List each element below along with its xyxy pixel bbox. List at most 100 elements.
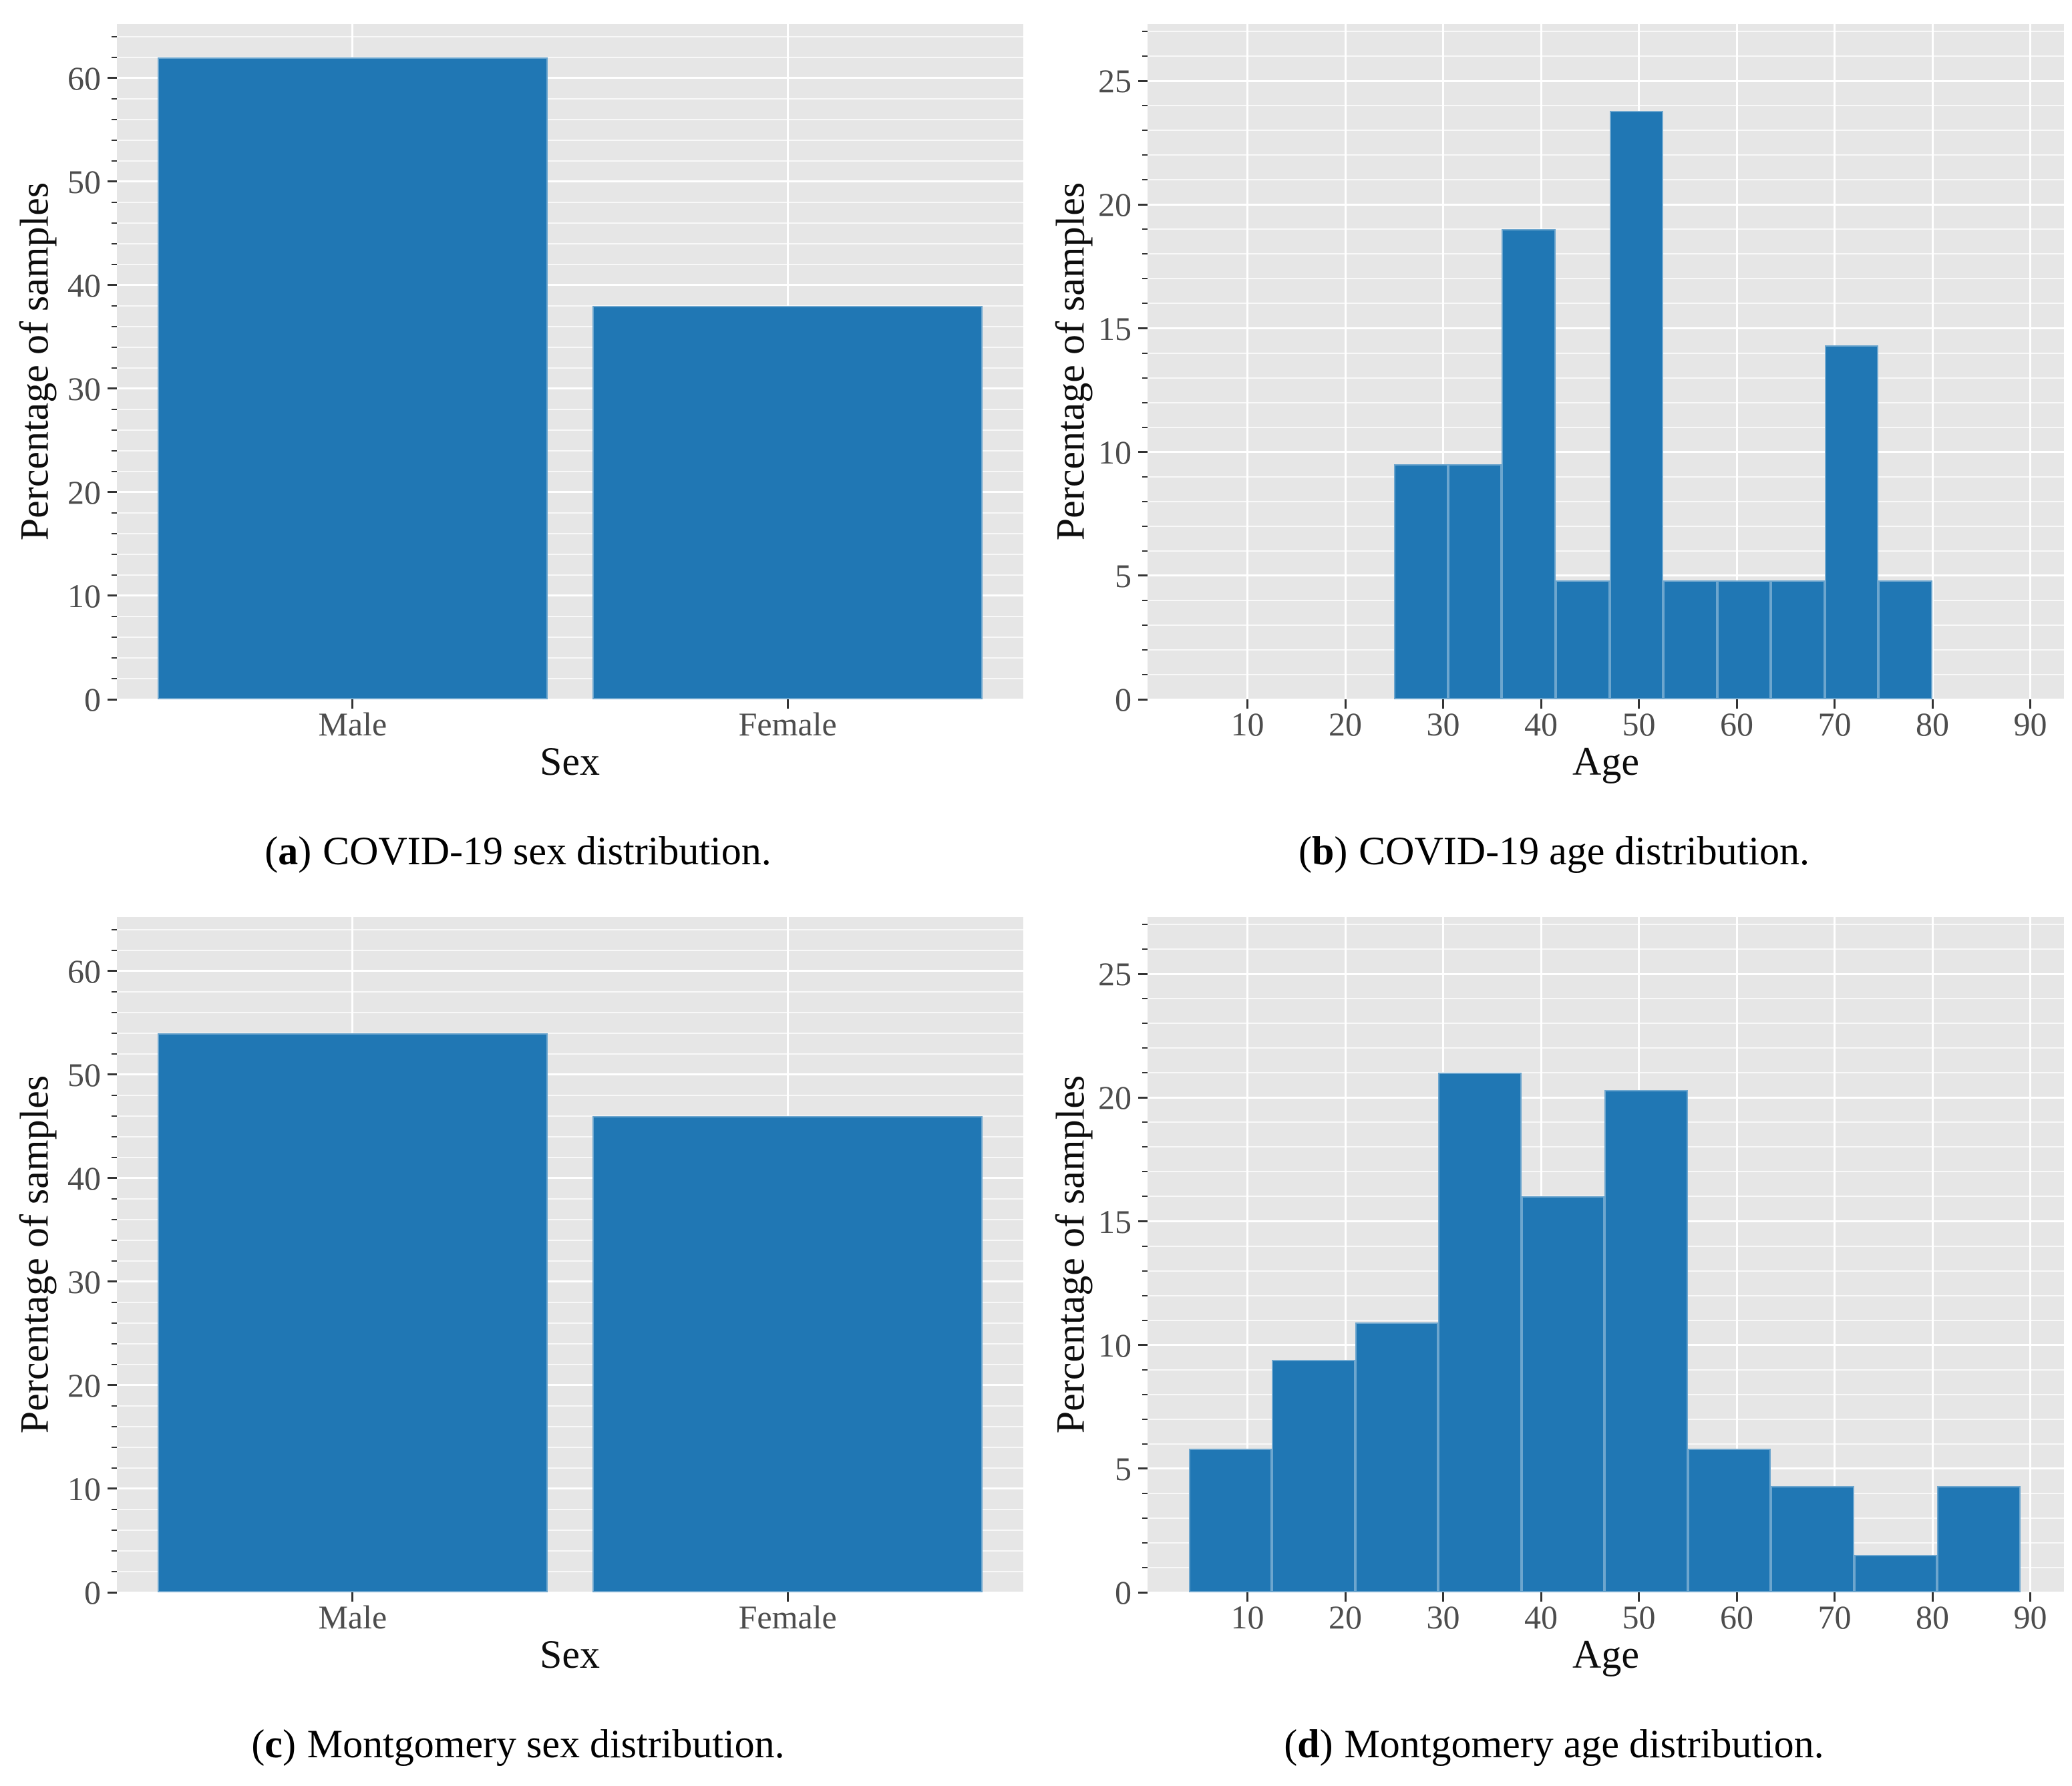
y-minor-tick-mark	[112, 657, 117, 659]
y-tick-mark	[1138, 204, 1148, 206]
major-gridline-vertical	[1246, 24, 1248, 699]
y-minor-tick-mark	[1142, 1443, 1148, 1445]
y-minor-tick-mark	[112, 264, 117, 265]
y-minor-tick-mark	[112, 160, 117, 162]
y-minor-tick-mark	[1142, 377, 1148, 379]
y-tick-label: 60	[0, 59, 101, 97]
histogram-bin	[1854, 1555, 1938, 1592]
minor-gridline	[117, 929, 1023, 930]
y-tick-mark	[108, 1177, 117, 1179]
minor-gridline	[1148, 31, 2064, 32]
histogram-bin	[1937, 1486, 2021, 1592]
y-minor-tick-mark	[112, 471, 117, 472]
y-minor-tick-mark	[112, 554, 117, 555]
minor-gridline	[1148, 402, 2064, 403]
histogram-bin	[1610, 111, 1664, 699]
y-minor-tick-mark	[112, 409, 117, 410]
minor-gridline	[1148, 550, 2064, 552]
y-minor-tick-mark	[112, 429, 117, 431]
minor-gridline	[1148, 476, 2064, 478]
y-minor-tick-mark	[1142, 427, 1148, 428]
x-tick-label: Female	[687, 1598, 888, 1636]
y-tick-mark	[1138, 1344, 1148, 1346]
minor-gridline	[1148, 278, 2064, 279]
y-minor-tick-mark	[1142, 1493, 1148, 1494]
y-minor-tick-mark	[1142, 1394, 1148, 1395]
histogram-bin	[1502, 229, 1556, 699]
y-tick-mark	[108, 180, 117, 182]
x-axis-title: Sex	[303, 739, 837, 785]
y-minor-tick-mark	[1142, 1246, 1148, 1247]
y-minor-tick-mark	[1142, 154, 1148, 156]
y-minor-tick-mark	[112, 1198, 117, 1200]
y-minor-tick-mark	[112, 1157, 117, 1158]
y-minor-tick-mark	[1142, 998, 1148, 999]
y-tick-label: 0	[1036, 1574, 1132, 1611]
y-minor-tick-mark	[112, 98, 117, 100]
minor-gridline	[1148, 179, 2064, 180]
y-minor-tick-mark	[112, 57, 117, 58]
y-tick-mark	[108, 77, 117, 79]
histogram-bin	[1663, 580, 1717, 699]
y-minor-tick-mark	[112, 637, 117, 638]
y-minor-tick-mark	[112, 1095, 117, 1096]
y-minor-tick-mark	[1142, 402, 1148, 403]
histogram-bin	[1604, 1090, 1688, 1592]
y-minor-tick-mark	[1142, 31, 1148, 32]
y-minor-tick-mark	[112, 305, 117, 307]
y-tick-label: 5	[1036, 1450, 1132, 1487]
y-minor-tick-mark	[112, 1322, 117, 1324]
y-minor-tick-mark	[1142, 1171, 1148, 1172]
y-minor-tick-mark	[1142, 1023, 1148, 1024]
y-tick-label: 25	[1036, 62, 1132, 100]
y-minor-tick-mark	[112, 616, 117, 617]
minor-gridline	[1148, 154, 2064, 156]
y-minor-tick-mark	[1142, 550, 1148, 552]
y-tick-mark	[108, 970, 117, 972]
y-minor-tick-mark	[112, 326, 117, 327]
y-tick-mark	[108, 594, 117, 596]
y-minor-tick-mark	[1142, 1270, 1148, 1272]
y-tick-mark	[108, 387, 117, 389]
y-minor-tick-mark	[1142, 278, 1148, 279]
y-minor-tick-mark	[112, 1302, 117, 1303]
histogram-bin	[1771, 580, 1825, 699]
minor-gridline	[1148, 948, 2064, 950]
y-minor-tick-mark	[1142, 105, 1148, 106]
y-minor-tick-mark	[112, 1530, 117, 1531]
y-minor-tick-mark	[1142, 130, 1148, 131]
histogram-bin	[1878, 580, 1932, 699]
y-minor-tick-mark	[112, 1467, 117, 1469]
minor-gridline	[117, 36, 1023, 37]
y-minor-tick-mark	[1142, 1196, 1148, 1197]
y-minor-tick-mark	[1142, 924, 1148, 925]
y-minor-tick-mark	[112, 36, 117, 37]
y-minor-tick-mark	[112, 1405, 117, 1407]
y-tick-label: 5	[1036, 557, 1132, 594]
y-minor-tick-mark	[1142, 303, 1148, 304]
y-axis-title: Percentage of samples	[1048, 1075, 1094, 1433]
y-minor-tick-mark	[1142, 1146, 1148, 1147]
minor-gridline	[117, 950, 1023, 951]
minor-gridline	[1148, 228, 2064, 230]
y-minor-tick-mark	[112, 1115, 117, 1117]
minor-gridline	[1148, 427, 2064, 428]
y-tick-label: 60	[0, 952, 101, 990]
y-minor-tick-mark	[112, 1343, 117, 1345]
y-minor-tick-mark	[112, 574, 117, 576]
bar-male	[158, 57, 548, 699]
histogram-bin	[1272, 1360, 1355, 1592]
y-minor-tick-mark	[112, 1260, 117, 1262]
y-minor-tick-mark	[1142, 948, 1148, 950]
major-gridline-vertical	[2029, 24, 2031, 699]
minor-gridline	[1148, 924, 2064, 925]
y-tick-label: 25	[1036, 955, 1132, 993]
x-axis-title: Age	[1339, 739, 1873, 785]
y-minor-tick-mark	[112, 678, 117, 679]
plot-panel	[117, 917, 1023, 1592]
histogram-bin	[1448, 464, 1502, 699]
minor-gridline	[1148, 998, 2064, 999]
